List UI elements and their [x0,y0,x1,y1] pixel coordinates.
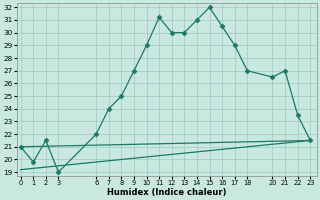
X-axis label: Humidex (Indice chaleur): Humidex (Indice chaleur) [107,188,227,197]
